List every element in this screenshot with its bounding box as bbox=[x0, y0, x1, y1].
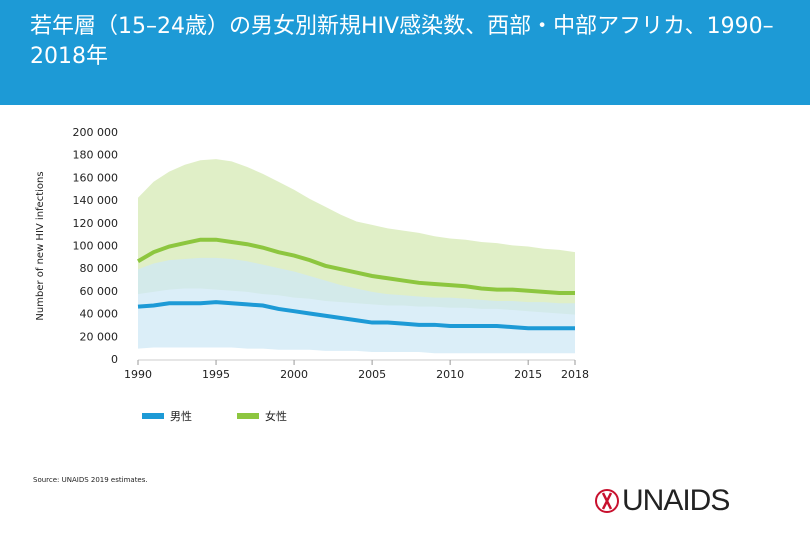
x-tick-label: 2000 bbox=[280, 368, 308, 381]
y-axis-label: Number of new HIV infections bbox=[35, 171, 46, 320]
uncertainty-band bbox=[138, 257, 575, 354]
legend-swatch bbox=[142, 413, 164, 419]
legend-label: 男性 bbox=[170, 409, 192, 423]
y-tick-label: 200 000 bbox=[73, 126, 119, 139]
legend-swatch bbox=[237, 413, 259, 419]
y-tick-label: 120 000 bbox=[73, 217, 119, 230]
y-tick-label: 100 000 bbox=[73, 240, 119, 253]
source: Source: UNAIDS 2019 estimates. bbox=[33, 476, 148, 484]
x-tick-label: 1995 bbox=[202, 368, 230, 381]
header-band: 若年層（15–24歳）の男女別新規HIV感染数、西部・中部アフリカ、1990–2… bbox=[0, 0, 810, 105]
logo-text: UNAIDS bbox=[622, 484, 729, 517]
chart-title: 若年層（15–24歳）の男女別新規HIV感染数、西部・中部アフリカ、1990–2… bbox=[30, 14, 774, 69]
series-line bbox=[137, 300, 575, 331]
x-tick-label: 2018 bbox=[561, 368, 589, 381]
y-tick-label: 160 000 bbox=[73, 171, 119, 184]
y-tick-label: 20 000 bbox=[80, 330, 119, 343]
y-tick-label: 0 bbox=[111, 353, 118, 366]
y-tick-label: 180 000 bbox=[73, 149, 119, 162]
x-tick-label: 2005 bbox=[358, 368, 386, 381]
logo-icon bbox=[595, 489, 619, 513]
legend-label: 女性 bbox=[265, 409, 287, 423]
y-tick-label: 80 000 bbox=[80, 262, 119, 275]
x-tick-label: 2010 bbox=[436, 368, 464, 381]
x-tick-label: 1990 bbox=[124, 368, 152, 381]
y-tick-label: 40 000 bbox=[80, 308, 119, 321]
y-tick-label: 140 000 bbox=[73, 194, 119, 207]
y-tick-label: 60 000 bbox=[80, 285, 119, 298]
series-line bbox=[136, 237, 575, 296]
x-tick-label: 2015 bbox=[514, 368, 542, 381]
